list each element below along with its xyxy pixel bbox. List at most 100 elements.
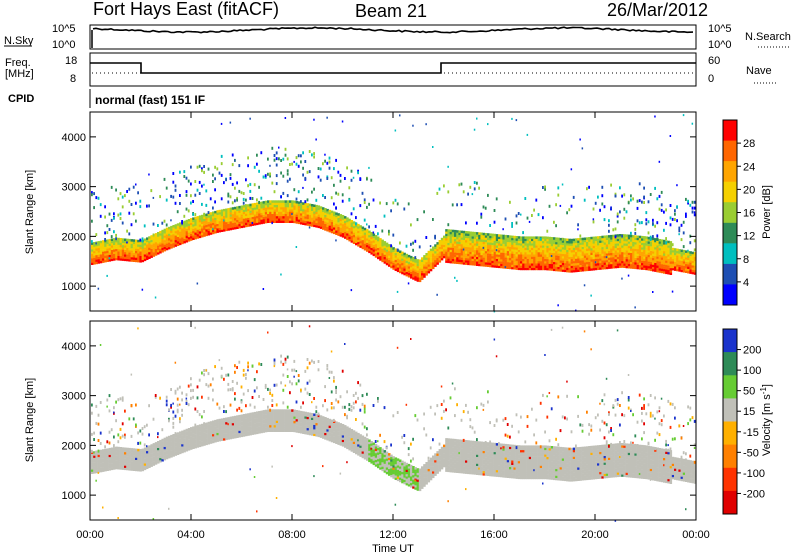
echo-cell: [295, 201, 299, 204]
echo-cell: [234, 215, 237, 219]
echo-scatter: [179, 202, 181, 205]
echo-cell: [443, 253, 446, 256]
echo-cell: [93, 471, 96, 474]
echo-cell: [383, 245, 387, 249]
echo-cell: [300, 201, 303, 205]
echo-cell: [308, 219, 312, 222]
echo-cell: [636, 253, 640, 256]
echo-cell: [95, 466, 98, 469]
echo-cell: [493, 233, 497, 237]
echo-cell: [119, 460, 123, 463]
echo-cell: [669, 254, 673, 258]
echo-scatter: [271, 404, 274, 407]
echo-cell: [601, 244, 604, 248]
echo-noise: [174, 361, 177, 364]
echo-cell: [652, 251, 655, 254]
echo-cell: [141, 450, 145, 454]
echo-cell: [396, 253, 400, 257]
echo-scatter: [533, 208, 535, 212]
echo-cell: [163, 442, 167, 445]
echo-cell: [159, 455, 162, 459]
echo-cell: [377, 252, 380, 255]
echo-cell: [297, 219, 301, 222]
echo-cell: [297, 212, 301, 216]
echo-cell: [691, 269, 695, 273]
echo-cell: [143, 449, 147, 453]
echo-cell: [535, 258, 538, 262]
echo-cell: [225, 430, 228, 434]
echo-cell: [500, 241, 503, 244]
echo-scatter: [623, 207, 626, 211]
echo-cell: [304, 211, 307, 215]
echo-cell: [667, 258, 670, 262]
echo-cell: [192, 221, 195, 225]
echo-cell: [337, 228, 340, 232]
echo-cell: [319, 210, 323, 214]
echo-cell: [231, 211, 235, 215]
echo-cell: [480, 248, 483, 251]
echo-noise: [227, 423, 229, 426]
echo-cell: [385, 251, 389, 255]
echo-cell: [522, 256, 525, 259]
echo-cell: [363, 239, 367, 242]
echo-cell: [372, 238, 376, 241]
echo-cell: [192, 230, 195, 234]
echo-cell: [676, 268, 679, 272]
echo-scatter: [317, 167, 320, 170]
echo-cell: [575, 256, 578, 259]
echo-cell: [148, 252, 151, 255]
echo-cell: [141, 241, 145, 245]
echo-cell: [344, 225, 347, 228]
echo-cell: [245, 429, 248, 432]
echo-cell: [172, 238, 175, 241]
echo-cell: [575, 251, 578, 255]
echo-cell: [473, 243, 477, 246]
echo-cell: [247, 210, 250, 214]
echo-cell: [108, 254, 112, 258]
echo-cell: [630, 259, 633, 262]
echo-cell: [368, 246, 371, 249]
echo-cell: [341, 232, 345, 236]
echo-cell: [113, 453, 116, 457]
echo-scatter: [275, 157, 278, 161]
echo-cell: [115, 257, 118, 261]
echo-cell: [469, 262, 472, 266]
echo-cell: [176, 448, 180, 451]
echo-cell: [115, 464, 118, 467]
echo-cell: [275, 202, 279, 205]
echo-cell: [110, 249, 114, 253]
echo-cell: [643, 247, 646, 250]
echo-cell: [148, 238, 151, 242]
echo-cell: [491, 235, 494, 239]
echo-cell: [680, 258, 684, 261]
echo-cell: [286, 220, 290, 223]
echo-cell: [476, 247, 479, 251]
echo-cell: [295, 218, 299, 222]
echo-cell: [502, 263, 505, 267]
echo-cell: [643, 236, 646, 239]
echo-cell: [394, 259, 398, 263]
echo-cell: [401, 262, 404, 266]
echo-scatter: [196, 396, 199, 400]
echo-cell: [141, 453, 145, 456]
echo-cell: [240, 416, 244, 420]
echo-cell: [258, 426, 261, 430]
echo-cell: [97, 468, 101, 471]
echo-scatter: [465, 221, 467, 225]
echo-cell: [678, 269, 681, 272]
echo-cell: [121, 256, 125, 259]
echo-cell: [357, 226, 360, 229]
echo-cell: [240, 212, 244, 215]
echo-cell: [533, 258, 536, 262]
echo-noise: [302, 186, 304, 189]
echo-cell: [460, 248, 464, 251]
echo-cell: [152, 445, 156, 448]
echo-cell: [372, 249, 376, 252]
echo-cell: [225, 215, 228, 218]
echo-cell: [165, 436, 169, 440]
echo-scatter: [194, 213, 197, 217]
echo-cell: [427, 270, 431, 274]
echo-cell: [370, 245, 373, 248]
echo-scatter: [269, 174, 271, 178]
echo-cell: [676, 250, 679, 254]
